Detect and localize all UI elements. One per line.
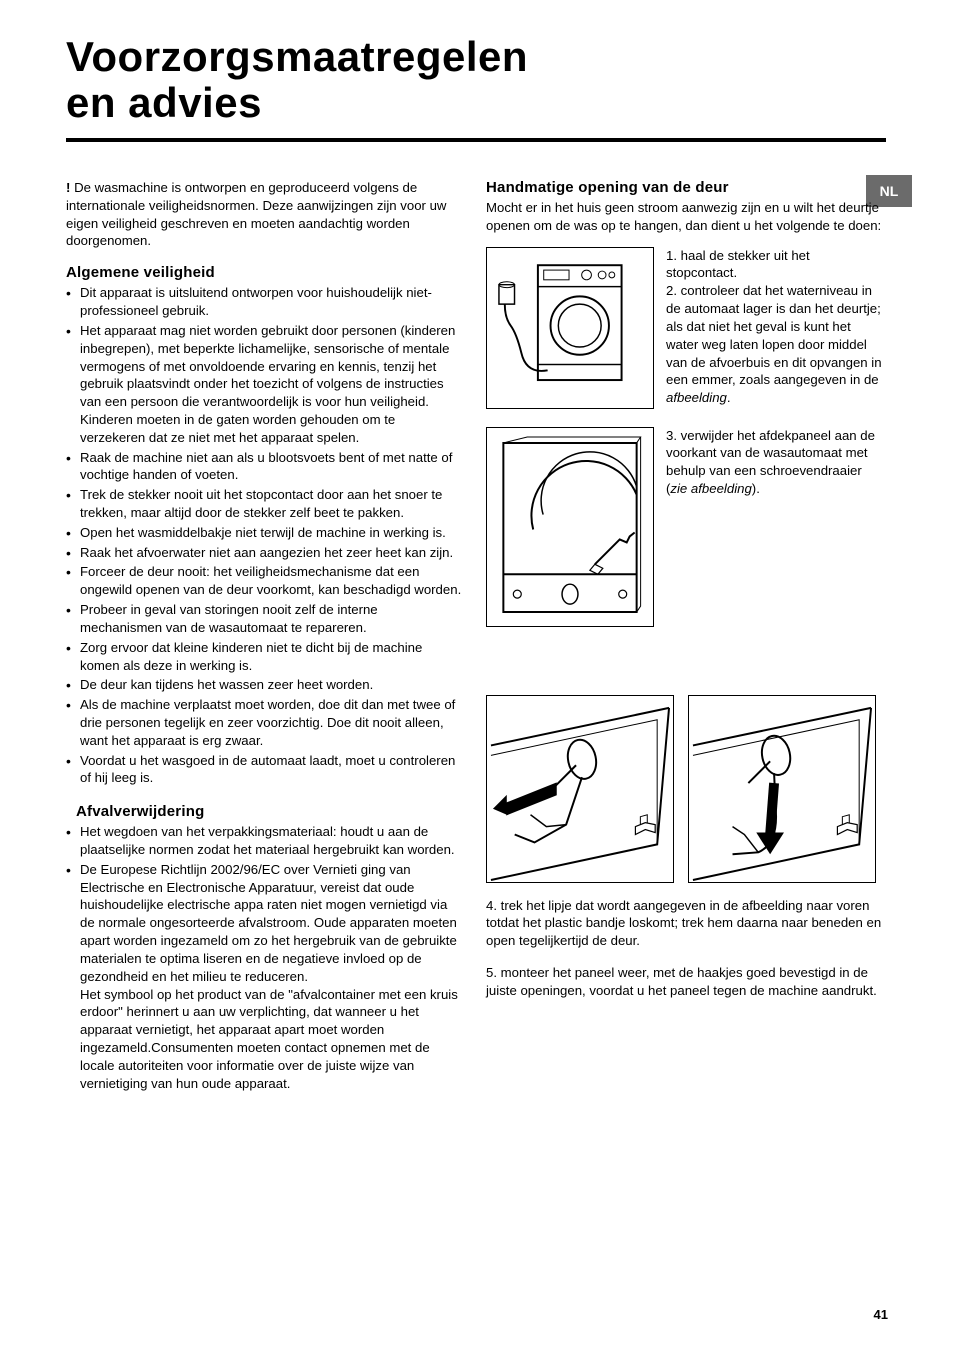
list-item: Het wegdoen van het verpakkingsmateriaal… [66,823,462,859]
list-afvalverwijdering: Het wegdoen van het verpakkingsmateriaal… [66,823,462,1092]
step2-text-a: 2. controleer dat het waterniveau in de … [666,283,882,387]
figure-pull-tab-forward [486,695,674,883]
list-item: Trek de stekker nooit uit het stopcontac… [66,486,462,522]
list-item-text: Het apparaat mag niet worden gebruikt do… [80,323,455,445]
figure-pair [486,695,884,883]
step2-text-b: afbeelding [666,390,727,405]
left-column: ! De wasmachine is ontworpen en geproduc… [66,179,462,1108]
step4-text: 4. trek het lipje dat wordt aangegeven i… [486,897,884,950]
list-item-text: Zorg ervoor dat kleine kinderen niet te … [80,640,422,673]
title-line-1: Voorzorgsmaatregelen [66,33,528,80]
spacer [486,645,884,695]
intro-text: De wasmachine is ontworpen en geproducee… [66,180,446,248]
title-line-2: en advies [66,79,262,126]
step5-text: 5. monteer het paneel weer, met de haakj… [486,964,884,1000]
list-item-text: Raak de machine niet aan als u blootsvoe… [80,450,452,483]
list-item: Het apparaat mag niet worden gebruikt do… [66,322,462,447]
list-item-text: Als de machine verplaatst moet worden, d… [80,697,455,748]
list-item-text: Probeer in geval van storingen nooit zel… [80,602,378,635]
list-item: De Europese Richtlijn 2002/96/EC over Ve… [66,861,462,1093]
list-item: Raak het afvoerwater niet aan aangezien … [66,544,462,562]
remove-panel-icon [495,435,645,619]
figure2-text: 3. verwijder het afdekpaneel aan de voor… [666,427,884,627]
list-item: Forceer de deur nooit: het veiligheidsme… [66,563,462,599]
step2-text-c: . [727,390,731,405]
page-title: Voorzorgsmaatregelen en advies [66,34,528,126]
washing-machine-drain-icon [497,257,643,399]
list-item-text: De Europese Richtlijn 2002/96/EC over Ve… [80,862,458,1091]
list-item: Raak de machine niet aan als u blootsvoe… [66,449,462,485]
page-number: 41 [874,1307,888,1322]
section3-intro: Mocht er in het huis geen stroom aanwezi… [486,199,884,235]
step1-text: 1. haal de stekker uit het stopcontact. [666,248,810,281]
list-item-text: Forceer de deur nooit: het veiligheidsme… [80,564,461,597]
list-item: Zorg ervoor dat kleine kinderen niet te … [66,639,462,675]
horizontal-rule [66,138,886,142]
right-column: Handmatige opening van de deur Mocht er … [486,179,884,1014]
list-item-text: Raak het afvoerwater niet aan aangezien … [80,545,453,560]
figure-row-2: 3. verwijder het afdekpaneel aan de voor… [486,427,884,627]
pull-tab-forward-icon [487,696,673,882]
heading-afvalverwijdering: Afvalverwijdering [76,803,462,820]
figure-drain-hose [486,247,654,409]
list-item: Probeer in geval van storingen nooit zel… [66,601,462,637]
figure-pull-tab-down [688,695,876,883]
figure-row-1: 1. haal de stekker uit het stopcontact. … [486,247,884,409]
list-item: Dit apparaat is uitsluitend ontworpen vo… [66,284,462,320]
list-item-text: De deur kan tijdens het wassen zeer heet… [80,677,373,692]
list-item: Als de machine verplaatst moet worden, d… [66,696,462,749]
list-item-text: Open het wasmiddelbakje niet terwijl de … [80,525,446,540]
list-algemene-veiligheid: Dit apparaat is uitsluitend ontworpen vo… [66,284,462,787]
pull-tab-down-icon [689,696,875,882]
list-item: Voordat u het wasgoed in de automaat laa… [66,752,462,788]
heading-handmatige-opening: Handmatige opening van de deur [486,179,884,196]
list-item: Open het wasmiddelbakje niet terwijl de … [66,524,462,542]
list-item-text: Voordat u het wasgoed in de automaat laa… [80,753,455,786]
list-item-text: Dit apparaat is uitsluitend ontworpen vo… [80,285,432,318]
figure1-text: 1. haal de stekker uit het stopcontact. … [666,247,884,409]
list-item: De deur kan tijdens het wassen zeer heet… [66,676,462,694]
step3-text-b: zie afbeelding [670,481,751,496]
heading-algemene-veiligheid: Algemene veiligheid [66,264,462,281]
intro-paragraph: ! De wasmachine is ontworpen en geproduc… [66,179,462,250]
list-item-text: Het wegdoen van het verpakkingsmateriaal… [80,824,455,857]
step3-text-c: ). [752,481,760,496]
list-item-text: Trek de stekker nooit uit het stopcontac… [80,487,442,520]
figure-remove-panel [486,427,654,627]
